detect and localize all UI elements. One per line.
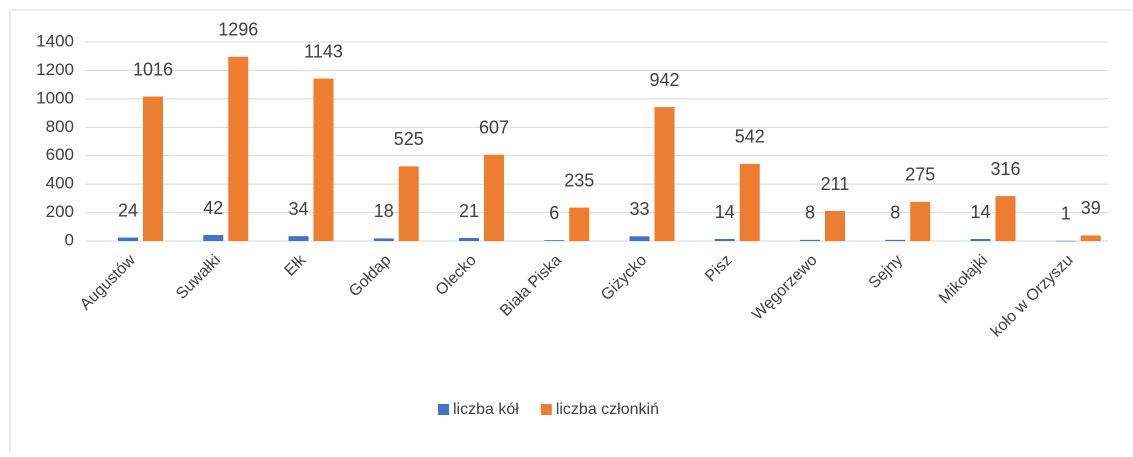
value-label: 525 (394, 129, 424, 149)
bar (143, 96, 163, 241)
x-tick-label: Biała Piska (497, 252, 565, 320)
bar (373, 238, 394, 241)
y-tick-label: 600 (46, 145, 74, 164)
value-label: 34 (288, 199, 308, 219)
x-tick-label: Gołdap (346, 252, 395, 301)
value-label: 39 (1081, 198, 1101, 218)
y-tick-label: 200 (46, 202, 74, 221)
bar (714, 239, 735, 241)
value-label: 942 (649, 70, 679, 90)
bar (739, 163, 760, 241)
x-tick-label: Pisz (702, 252, 735, 285)
value-label: 1016 (133, 59, 173, 79)
x-tick-label: Suwałki (173, 252, 224, 303)
bar (544, 240, 565, 241)
y-tick-label: 400 (46, 174, 74, 193)
value-label: 42 (203, 198, 223, 218)
value-label: 33 (629, 199, 649, 219)
y-tick-label: 1000 (36, 88, 74, 107)
value-label: 8 (805, 203, 815, 223)
legend-label: liczba członkiń (556, 401, 659, 418)
x-tick-label: Olecko (433, 252, 480, 299)
bar (228, 56, 249, 242)
value-label: 1143 (304, 41, 343, 61)
value-label: 607 (479, 117, 509, 137)
bar (459, 238, 479, 241)
x-tick-label: Sejny (866, 252, 906, 292)
bar (654, 107, 675, 241)
x-tick-label: Węgorzewo (749, 252, 821, 324)
value-label: 542 (735, 127, 765, 147)
value-label: 24 (118, 200, 138, 220)
bar (995, 196, 1016, 241)
bar (313, 78, 334, 241)
bar (569, 207, 590, 241)
value-label: 14 (715, 202, 735, 222)
bar (825, 211, 845, 241)
bar (203, 235, 224, 241)
value-label: 1296 (218, 20, 258, 40)
value-label: 1 (1061, 204, 1071, 224)
bar (1055, 240, 1076, 242)
y-tick-label: 800 (46, 117, 74, 136)
bar (800, 239, 820, 241)
bar (910, 201, 931, 241)
x-tick-label: koło w Orzyszu (988, 252, 1077, 341)
x-tick-label: Augustów (77, 251, 139, 313)
value-label: 8 (890, 203, 900, 223)
value-label: 14 (970, 202, 990, 222)
value-label: 21 (459, 201, 479, 221)
legend-swatch (438, 404, 449, 415)
y-tick-label: 1200 (36, 60, 74, 79)
bar (484, 154, 504, 241)
x-tick-label: Mikołajki (936, 252, 991, 307)
bar (288, 236, 309, 241)
bar (629, 236, 650, 241)
chart-border (9, 9, 1133, 457)
value-label: 18 (374, 201, 394, 221)
value-label: 275 (905, 165, 935, 185)
value-label: 211 (821, 174, 850, 194)
y-tick-label: 1400 (36, 31, 74, 50)
bar (885, 239, 906, 241)
bar (970, 239, 991, 241)
x-tick-label: Ełk (282, 251, 310, 279)
legend-label: liczba kół (453, 401, 519, 418)
y-tick-label: 0 (65, 230, 74, 249)
bar (398, 166, 419, 241)
bar (118, 237, 138, 241)
bar (1080, 235, 1101, 241)
value-label: 235 (564, 170, 594, 190)
legend-swatch (540, 404, 552, 415)
value-label: 316 (990, 159, 1020, 179)
value-label: 6 (549, 203, 559, 223)
x-tick-label: Giżycko (598, 252, 650, 304)
